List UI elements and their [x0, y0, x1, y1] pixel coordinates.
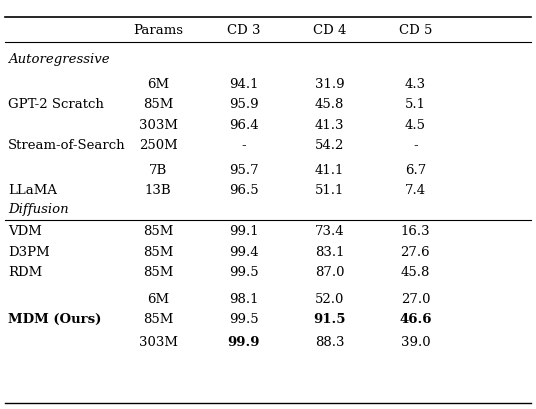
- Text: 85M: 85M: [143, 265, 173, 279]
- Text: 16.3: 16.3: [400, 225, 430, 238]
- Text: 4.3: 4.3: [405, 77, 426, 90]
- Text: 94.1: 94.1: [229, 77, 259, 90]
- Text: 73.4: 73.4: [315, 225, 345, 238]
- Text: 45.8: 45.8: [401, 265, 430, 279]
- Text: 88.3: 88.3: [315, 335, 345, 348]
- Text: RDM: RDM: [8, 265, 42, 279]
- Text: 6M: 6M: [147, 292, 169, 305]
- Text: 5.1: 5.1: [405, 98, 426, 111]
- Text: Params: Params: [133, 24, 183, 37]
- Text: 7B: 7B: [149, 163, 167, 176]
- Text: 99.1: 99.1: [229, 225, 259, 238]
- Text: 41.3: 41.3: [315, 118, 345, 131]
- Text: Autoregressive: Autoregressive: [8, 53, 110, 66]
- Text: 85M: 85M: [143, 225, 173, 238]
- Text: 95.7: 95.7: [229, 163, 259, 176]
- Text: 99.4: 99.4: [229, 245, 259, 258]
- Text: 13B: 13B: [145, 184, 172, 197]
- Text: 54.2: 54.2: [315, 139, 344, 152]
- Text: 250M: 250M: [139, 139, 177, 152]
- Text: 39.0: 39.0: [400, 335, 430, 348]
- Text: 303M: 303M: [139, 118, 177, 131]
- Text: 6.7: 6.7: [405, 163, 426, 176]
- Text: CD 5: CD 5: [399, 24, 432, 37]
- Text: 99.5: 99.5: [229, 312, 259, 326]
- Text: 91.5: 91.5: [314, 312, 346, 326]
- Text: CD 4: CD 4: [313, 24, 346, 37]
- Text: D3PM: D3PM: [8, 245, 50, 258]
- Text: GPT-2 Scratch: GPT-2 Scratch: [8, 98, 104, 111]
- Text: 85M: 85M: [143, 98, 173, 111]
- Text: 87.0: 87.0: [315, 265, 345, 279]
- Text: -: -: [242, 139, 246, 152]
- Text: 31.9: 31.9: [315, 77, 345, 90]
- Text: 46.6: 46.6: [399, 312, 431, 326]
- Text: 7.4: 7.4: [405, 184, 426, 197]
- Text: 6M: 6M: [147, 77, 169, 90]
- Text: Diffusion: Diffusion: [8, 202, 69, 215]
- Text: 4.5: 4.5: [405, 118, 426, 131]
- Text: 52.0: 52.0: [315, 292, 344, 305]
- Text: 85M: 85M: [143, 312, 173, 326]
- Text: 27.6: 27.6: [400, 245, 430, 258]
- Text: 41.1: 41.1: [315, 163, 344, 176]
- Text: 45.8: 45.8: [315, 98, 344, 111]
- Text: 51.1: 51.1: [315, 184, 344, 197]
- Text: 95.9: 95.9: [229, 98, 259, 111]
- Text: 99.9: 99.9: [228, 335, 260, 348]
- Text: MDM (Ours): MDM (Ours): [8, 312, 101, 326]
- Text: 83.1: 83.1: [315, 245, 345, 258]
- Text: 98.1: 98.1: [229, 292, 259, 305]
- Text: 96.5: 96.5: [229, 184, 259, 197]
- Text: LLaMA: LLaMA: [8, 184, 57, 197]
- Text: -: -: [413, 139, 418, 152]
- Text: 96.4: 96.4: [229, 118, 259, 131]
- Text: VDM: VDM: [8, 225, 42, 238]
- Text: 27.0: 27.0: [400, 292, 430, 305]
- Text: 99.5: 99.5: [229, 265, 259, 279]
- Text: Stream-of-Search: Stream-of-Search: [8, 139, 125, 152]
- Text: CD 3: CD 3: [227, 24, 260, 37]
- Text: 85M: 85M: [143, 245, 173, 258]
- Text: 303M: 303M: [139, 335, 177, 348]
